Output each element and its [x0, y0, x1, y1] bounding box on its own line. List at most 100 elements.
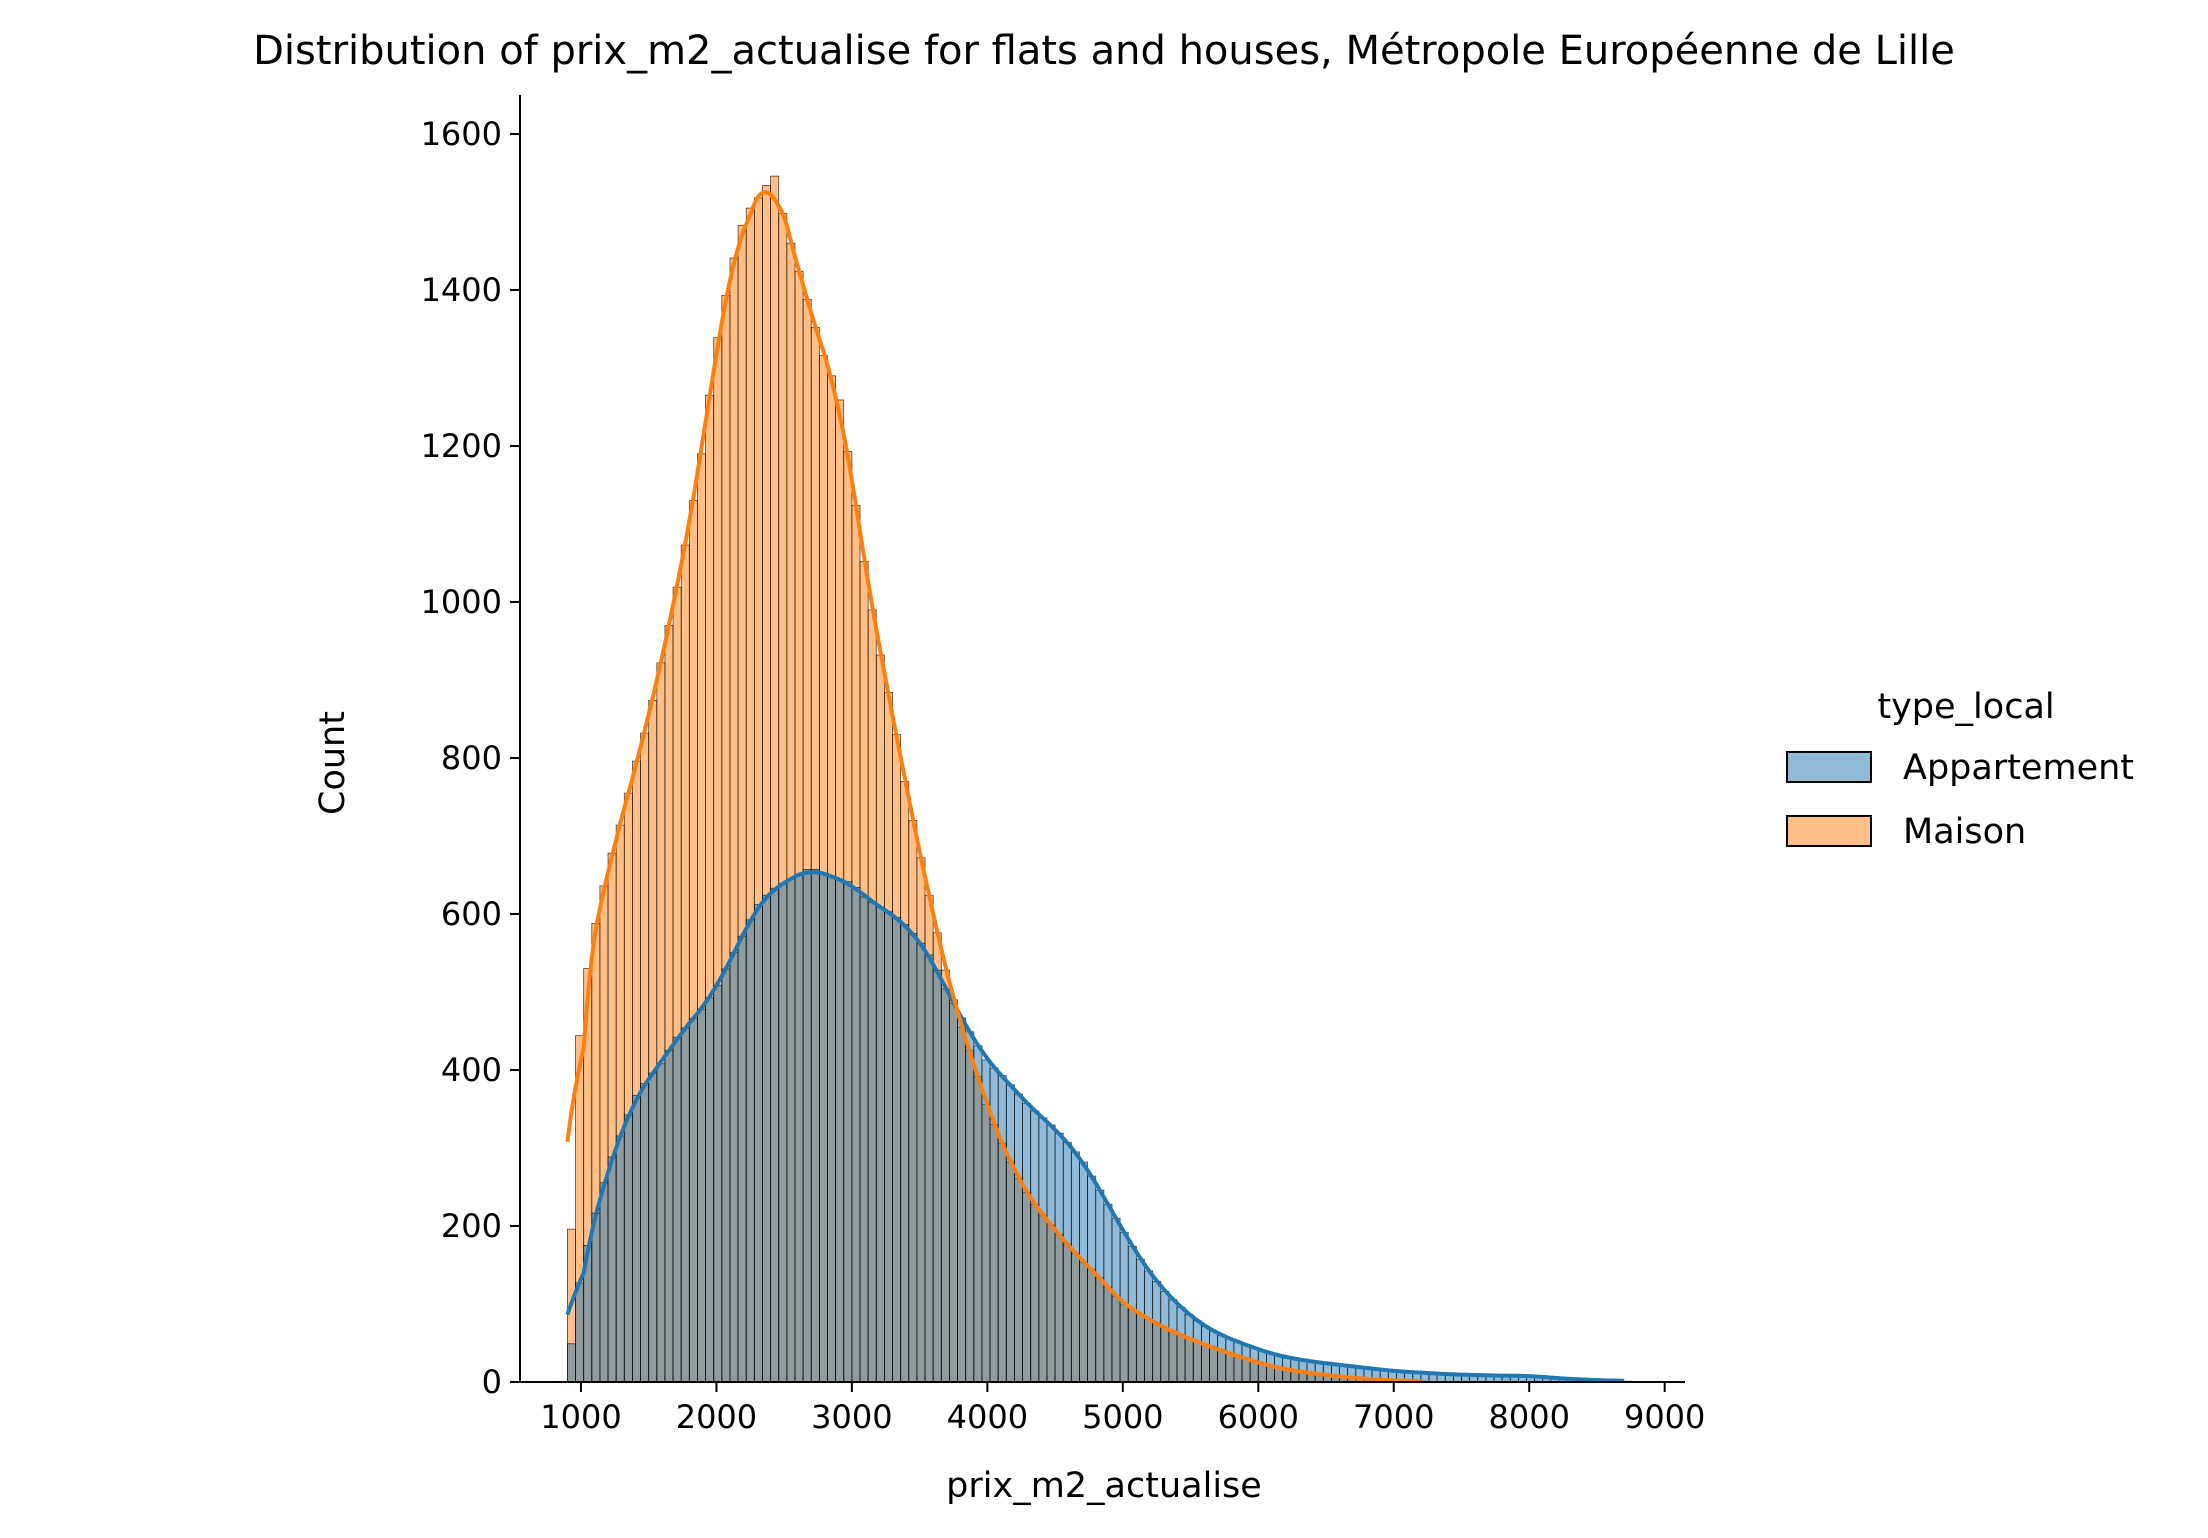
bar-appartement — [1331, 1363, 1340, 1383]
kde-line-maison — [565, 190, 1421, 1383]
bar-appartement — [632, 1094, 641, 1383]
bar-appartement — [1160, 1290, 1170, 1383]
legend-label-appartement: Appartement — [1903, 748, 2134, 788]
bar-appartement — [1339, 1364, 1349, 1383]
bar-appartement — [778, 883, 788, 1383]
bar-appartement — [859, 896, 869, 1383]
x-tick-label: 4000 — [947, 1398, 1028, 1436]
bar-appartement — [1152, 1280, 1162, 1383]
bar-appartement — [810, 869, 820, 1383]
bar-appartement — [924, 954, 934, 1383]
bar-appartement — [680, 1027, 690, 1383]
bar-appartement — [908, 933, 918, 1383]
bar-appartement — [591, 1212, 601, 1383]
legend-label-maison: Maison — [1903, 812, 2026, 852]
bar-appartement — [1241, 1344, 1251, 1383]
legend-title: type_local — [1877, 687, 2054, 727]
bar-appartement — [916, 942, 926, 1383]
bar-appartement — [1005, 1084, 1015, 1383]
legend: type_local Appartement Maison — [1786, 687, 2134, 852]
bar-appartement — [607, 1156, 617, 1383]
bar-appartement — [567, 1343, 576, 1383]
bar-appartement — [1103, 1203, 1113, 1383]
bar-appartement — [957, 1017, 967, 1383]
bar-appartement — [940, 988, 950, 1383]
bar-appartement — [575, 1282, 585, 1383]
bar-appartement — [794, 873, 804, 1383]
bar-appartement — [802, 869, 812, 1383]
bar-appartement — [1079, 1161, 1088, 1383]
bar-appartement — [843, 881, 853, 1383]
bar-appartement — [721, 968, 731, 1383]
bar-appartement — [1225, 1338, 1235, 1383]
x-tick-label: 2000 — [676, 1398, 757, 1436]
bar-appartement — [1249, 1347, 1259, 1383]
y-tick-label: 1000 — [421, 583, 502, 621]
bar-appartement — [1022, 1103, 1032, 1383]
bar-appartement — [1200, 1326, 1210, 1383]
bar-appartement — [697, 1008, 706, 1383]
x-tick-label: 6000 — [1218, 1398, 1299, 1436]
bar-appartement — [672, 1036, 682, 1383]
x-tick-label: 3000 — [811, 1398, 892, 1436]
x-tick-label: 9000 — [1624, 1398, 1705, 1436]
bar-appartement — [688, 1018, 698, 1383]
bar-appartement — [664, 1050, 674, 1383]
bar-appartement — [851, 887, 861, 1383]
bar-appartement — [786, 878, 796, 1383]
bar-appartement — [1322, 1363, 1332, 1383]
bar-appartement — [1038, 1117, 1048, 1383]
bar-appartement — [827, 876, 837, 1383]
bar-appartement — [1054, 1132, 1064, 1383]
bar-appartement — [648, 1072, 658, 1383]
bar-appartement — [892, 917, 902, 1383]
bar-appartement — [949, 1003, 958, 1383]
kde-line-appartement — [565, 870, 1625, 1383]
bar-appartement — [997, 1075, 1007, 1383]
bar-appartement — [1168, 1299, 1178, 1383]
chart-title: Distribution of prix_m2_actualise for fl… — [253, 28, 1955, 74]
bar-appartement — [1184, 1314, 1194, 1383]
bar-appartement — [623, 1114, 633, 1383]
bar-appartement — [762, 894, 772, 1383]
bar-appartement — [1014, 1093, 1023, 1383]
bar-appartement — [615, 1135, 625, 1383]
bar-appartement — [884, 911, 893, 1383]
x-tick-label: 5000 — [1082, 1398, 1163, 1436]
bar-appartement — [1062, 1142, 1072, 1383]
bar-appartement — [1095, 1189, 1105, 1383]
bar-appartement — [1176, 1307, 1186, 1383]
bar-appartement — [1192, 1320, 1202, 1383]
bar-appartement — [1217, 1334, 1227, 1383]
y-tick-label: 600 — [441, 895, 502, 933]
bar-appartement — [965, 1031, 975, 1383]
y-tick-label: 0 — [482, 1363, 502, 1401]
legend-swatch-maison — [1786, 815, 1872, 847]
bar-appartement — [599, 1182, 609, 1383]
bar-appartement — [1127, 1245, 1137, 1383]
bar-appartement — [900, 924, 910, 1383]
bar-appartement — [1209, 1330, 1219, 1383]
bar-appartement — [770, 887, 780, 1383]
bar-appartement — [745, 919, 755, 1383]
y-tick-label: 400 — [441, 1051, 502, 1089]
kde-curves — [565, 190, 1625, 1383]
bar-appartement — [875, 906, 885, 1383]
bar-appartement — [932, 969, 942, 1383]
bar-appartement — [713, 984, 723, 1383]
bar-appartement — [867, 901, 877, 1383]
bar-appartement — [1046, 1124, 1056, 1383]
legend-swatch-appartement — [1786, 751, 1872, 783]
y-tick-label: 800 — [441, 739, 502, 777]
y-tick-label: 1600 — [421, 115, 502, 153]
bar-appartement — [1233, 1341, 1243, 1383]
x-tick-label: 8000 — [1488, 1398, 1569, 1436]
bar-appartement — [1135, 1258, 1145, 1383]
bar-appartement — [737, 935, 747, 1383]
y-axis-label: Count — [313, 711, 353, 815]
bar-appartement — [818, 873, 828, 1383]
x-tick-label: 7000 — [1353, 1398, 1434, 1436]
bar-appartement — [835, 878, 845, 1383]
